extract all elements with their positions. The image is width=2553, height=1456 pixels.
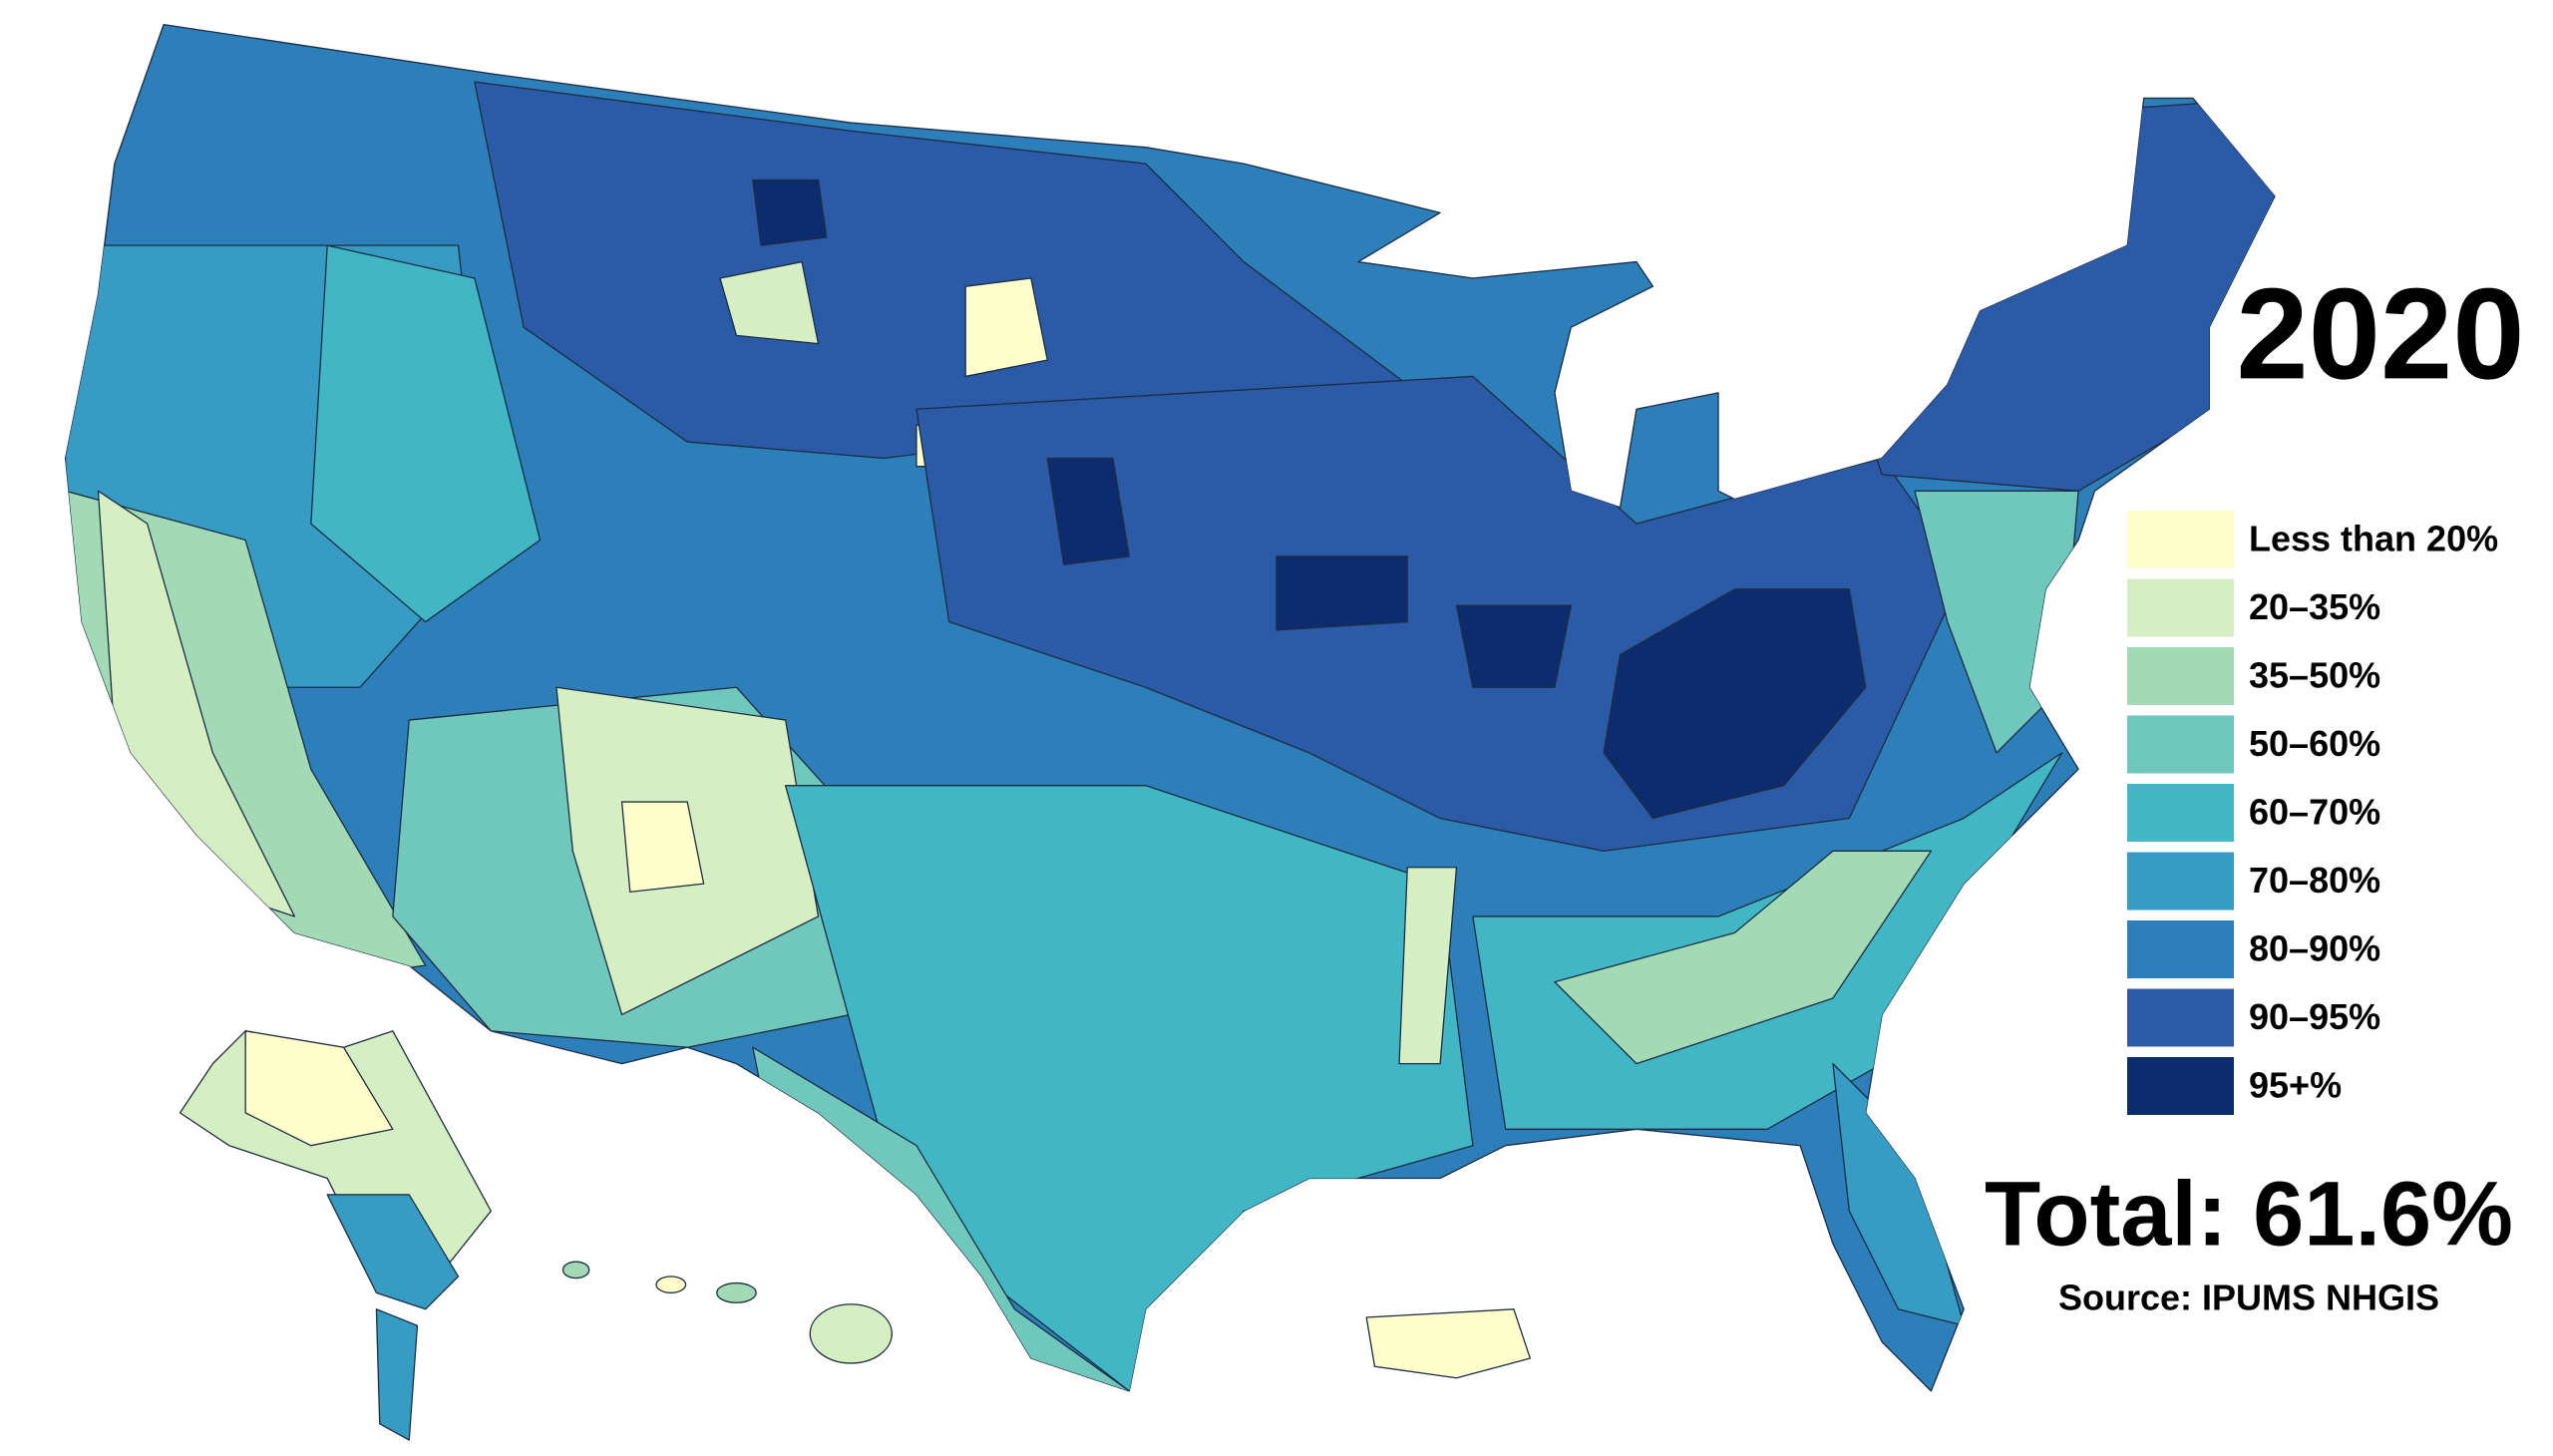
alaska-north xyxy=(244,1030,394,1147)
hawaii-island xyxy=(655,1275,687,1294)
alaska-southeast xyxy=(326,1194,460,1310)
region xyxy=(620,801,705,894)
region xyxy=(1832,1062,1965,1326)
region xyxy=(1276,555,1408,631)
region xyxy=(1554,850,1933,1065)
puerto-rico xyxy=(1365,1308,1531,1379)
hawaii-island xyxy=(561,1261,590,1279)
legend-label: 35–50% xyxy=(2249,655,2380,696)
legend: Less than 20% 20–35% 35–50% 50–60% 60–70% 70–… xyxy=(2127,511,2498,1115)
legend-label: 90–95% xyxy=(2249,996,2380,1037)
legend-label: Less than 20% xyxy=(2249,519,2498,559)
legend-swatch xyxy=(2127,920,2234,978)
legend-swatch xyxy=(2127,852,2234,910)
region xyxy=(1603,588,1867,820)
legend-label: 80–90% xyxy=(2249,928,2380,969)
region xyxy=(1046,457,1130,565)
legend-label: 20–35% xyxy=(2249,586,2380,627)
alaska-panhandle xyxy=(375,1308,419,1441)
legend-swatch xyxy=(2127,715,2234,774)
map-title: 2020 xyxy=(2236,260,2524,406)
legend-swatch xyxy=(2127,988,2234,1047)
source-label: Source: IPUMS NHGIS xyxy=(2058,1277,2439,1318)
region xyxy=(752,179,828,246)
region xyxy=(964,277,1048,378)
map xyxy=(64,23,2276,1441)
legend-swatch xyxy=(2127,511,2234,568)
region xyxy=(1455,604,1573,688)
region xyxy=(719,260,820,345)
legend-swatch xyxy=(2127,578,2234,637)
legend-label: 50–60% xyxy=(2249,723,2380,764)
legend-label: 60–70% xyxy=(2249,792,2380,833)
region xyxy=(785,785,1474,1391)
legend-swatch xyxy=(2127,784,2234,842)
region xyxy=(310,244,542,623)
legend-swatch xyxy=(2127,1057,2234,1115)
region xyxy=(1799,97,2275,492)
total-label: Total: 61.6% xyxy=(1985,1163,2513,1265)
hawaii-island xyxy=(716,1281,757,1303)
region xyxy=(1398,867,1458,1065)
map-regions xyxy=(65,81,2275,1391)
legend-swatch xyxy=(2127,647,2234,705)
legend-label: 70–80% xyxy=(2249,860,2380,901)
hawaii-island xyxy=(809,1303,894,1364)
legend-label: 95+% xyxy=(2249,1065,2342,1106)
